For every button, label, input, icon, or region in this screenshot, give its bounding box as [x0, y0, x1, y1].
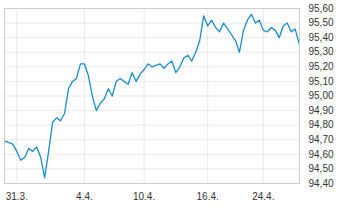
- svg-text:94,60: 94,60: [309, 149, 334, 160]
- svg-text:95,50: 95,50: [309, 17, 334, 28]
- svg-text:95,60: 95,60: [309, 3, 334, 14]
- svg-text:31.3.: 31.3.: [6, 191, 28, 202]
- svg-text:10.4.: 10.4.: [133, 191, 155, 202]
- svg-text:94,90: 94,90: [309, 105, 334, 116]
- svg-text:4.4.: 4.4.: [76, 191, 93, 202]
- svg-text:95,40: 95,40: [309, 32, 334, 43]
- svg-text:94,80: 94,80: [309, 119, 334, 130]
- svg-text:95,00: 95,00: [309, 90, 334, 101]
- svg-text:95,30: 95,30: [309, 46, 334, 57]
- svg-text:94,50: 94,50: [309, 163, 334, 174]
- svg-text:16.4.: 16.4.: [197, 191, 219, 202]
- svg-text:95,20: 95,20: [309, 61, 334, 72]
- svg-text:94,70: 94,70: [309, 134, 334, 145]
- svg-text:24.4.: 24.4.: [252, 191, 274, 202]
- svg-text:95,10: 95,10: [309, 76, 334, 87]
- svg-text:94,40: 94,40: [309, 178, 334, 189]
